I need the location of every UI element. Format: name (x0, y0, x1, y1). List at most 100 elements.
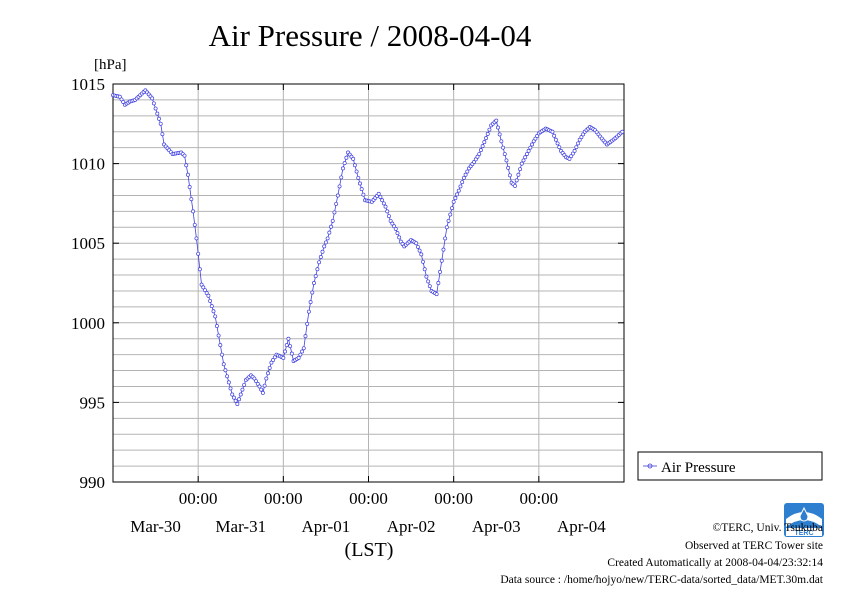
x-tick-date-label: Apr-04 (557, 517, 606, 536)
y-tick-label: 1000 (71, 314, 105, 333)
data-point (417, 248, 422, 253)
data-point (189, 197, 194, 202)
data-point (233, 398, 238, 403)
data-point (438, 269, 442, 274)
y-tick-label: 990 (80, 473, 106, 492)
data-point (397, 235, 402, 240)
data-point (356, 175, 361, 180)
data-point (341, 166, 345, 171)
data-point (502, 152, 507, 156)
data-point (579, 135, 584, 140)
x-tick-time-label: 00:00 (349, 489, 388, 508)
data-point (504, 158, 509, 163)
data-point (533, 136, 538, 141)
data-point (427, 284, 432, 289)
data-point (550, 129, 555, 134)
data-point (153, 106, 158, 111)
data-point (439, 258, 444, 263)
data-point (383, 204, 388, 209)
air-pressure-series-points (111, 88, 625, 406)
data-point (225, 374, 230, 379)
data-point (330, 218, 335, 223)
chart-title: Air Pressure / 2008-04-04 (209, 18, 532, 53)
data-point (323, 240, 328, 245)
y-axis-unit-label: [hPa] (94, 57, 127, 73)
data-point (203, 288, 207, 293)
data-point (337, 184, 342, 189)
data-point (577, 137, 582, 142)
data-point (226, 380, 231, 385)
data-point (386, 214, 391, 219)
y-axis-ticks: 990 995 1000 1005 1010 1015 (71, 75, 624, 492)
data-point (286, 336, 291, 341)
data-point (283, 349, 287, 354)
x-tick-date-label: Apr-01 (302, 517, 351, 536)
data-point (361, 192, 366, 197)
footer-copyright: ©TERC, Univ. Tsukuba (713, 522, 823, 534)
data-point (380, 198, 385, 203)
data-point (351, 156, 356, 161)
data-point (191, 209, 196, 214)
data-point (514, 178, 519, 183)
data-point (458, 184, 463, 189)
data-point (214, 324, 219, 328)
x-axis-ticks: 00:00 00:00 00:00 00:00 00:00 Mar-30 Mar-31 Apr… (130, 84, 606, 536)
data-point (518, 167, 523, 172)
data-point (296, 355, 301, 360)
data-point (262, 383, 267, 388)
data-point (313, 274, 318, 279)
data-point (332, 210, 337, 215)
data-point (213, 314, 218, 319)
legend-label-air-pressure: Air Pressure (661, 460, 736, 476)
data-point (376, 191, 381, 196)
data-point (421, 259, 425, 264)
data-point (221, 362, 226, 367)
data-point (620, 129, 625, 134)
data-point (320, 249, 325, 254)
data-point (301, 346, 306, 351)
data-point (281, 355, 286, 360)
data-point (460, 180, 465, 185)
data-point (526, 148, 531, 153)
data-point (456, 188, 461, 193)
data-point (555, 141, 560, 146)
data-point (117, 94, 122, 99)
data-point (496, 125, 500, 130)
data-point (315, 267, 320, 272)
data-point (119, 97, 124, 102)
data-point (434, 292, 439, 297)
x-axis-label: (LST) (345, 539, 394, 561)
data-point (516, 172, 521, 177)
x-tick-date-label: Apr-02 (387, 517, 436, 536)
data-point (269, 360, 274, 365)
data-point (329, 224, 333, 229)
data-point (289, 351, 294, 356)
data-point (255, 381, 260, 386)
data-point (519, 161, 524, 166)
x-tick-time-label: 00:00 (434, 489, 473, 508)
data-point (327, 230, 332, 235)
data-point (196, 251, 201, 256)
data-point (424, 274, 429, 279)
data-point (513, 183, 517, 188)
data-point (254, 379, 259, 384)
data-point (501, 145, 506, 150)
data-point (310, 290, 315, 295)
data-point (567, 156, 572, 161)
data-point (497, 132, 502, 137)
data-point (524, 152, 529, 156)
data-point (194, 236, 199, 241)
data-point (184, 163, 189, 168)
y-tick-label: 995 (80, 393, 106, 412)
data-point (494, 118, 499, 123)
data-point (266, 371, 270, 376)
data-point (260, 390, 265, 395)
data-point (472, 160, 477, 164)
data-point (465, 169, 470, 174)
data-point (415, 244, 420, 249)
data-point (487, 127, 492, 132)
data-point (581, 132, 586, 137)
data-point (535, 134, 540, 138)
data-point (378, 195, 383, 199)
data-point (569, 154, 574, 159)
